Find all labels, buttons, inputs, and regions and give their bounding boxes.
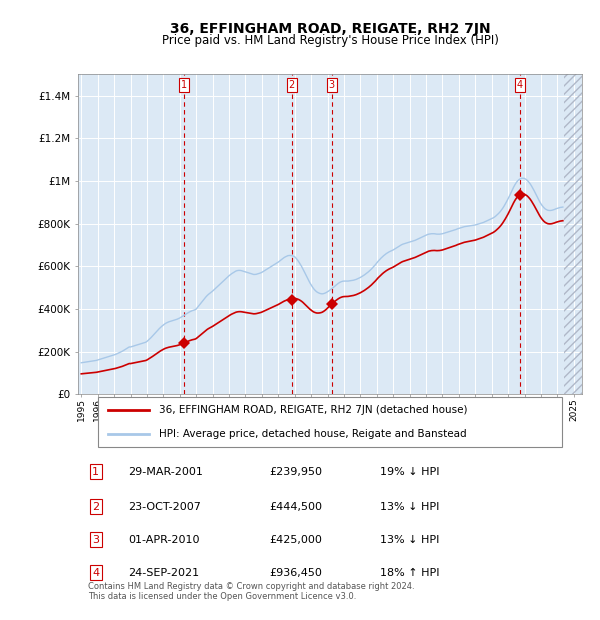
Text: 3: 3 <box>329 80 335 90</box>
Bar <box>564 74 589 394</box>
Text: 4: 4 <box>517 80 523 90</box>
Text: 29-MAR-2001: 29-MAR-2001 <box>128 467 203 477</box>
Text: 36, EFFINGHAM ROAD, REIGATE, RH2 7JN: 36, EFFINGHAM ROAD, REIGATE, RH2 7JN <box>170 22 490 36</box>
Text: 01-APR-2010: 01-APR-2010 <box>128 534 200 545</box>
Text: Contains HM Land Registry data © Crown copyright and database right 2024.
This d: Contains HM Land Registry data © Crown c… <box>88 582 415 601</box>
Text: HPI: Average price, detached house, Reigate and Banstead: HPI: Average price, detached house, Reig… <box>158 429 466 439</box>
Text: £936,450: £936,450 <box>269 568 322 578</box>
Text: 36, EFFINGHAM ROAD, REIGATE, RH2 7JN (detached house): 36, EFFINGHAM ROAD, REIGATE, RH2 7JN (de… <box>158 405 467 415</box>
Text: £239,950: £239,950 <box>269 467 323 477</box>
Text: 4: 4 <box>92 568 99 578</box>
Text: £444,500: £444,500 <box>269 502 323 512</box>
Text: 1: 1 <box>181 80 187 90</box>
Text: 19% ↓ HPI: 19% ↓ HPI <box>380 467 440 477</box>
Text: £425,000: £425,000 <box>269 534 322 545</box>
Text: 2: 2 <box>289 80 295 90</box>
Text: 18% ↑ HPI: 18% ↑ HPI <box>380 568 440 578</box>
Text: 3: 3 <box>92 534 99 545</box>
Text: 1: 1 <box>92 467 99 477</box>
Text: 13% ↓ HPI: 13% ↓ HPI <box>380 502 440 512</box>
FancyBboxPatch shape <box>98 397 562 447</box>
Text: 2: 2 <box>92 502 99 512</box>
Text: 13% ↓ HPI: 13% ↓ HPI <box>380 534 440 545</box>
Text: 23-OCT-2007: 23-OCT-2007 <box>128 502 201 512</box>
Text: 24-SEP-2021: 24-SEP-2021 <box>128 568 200 578</box>
Text: Price paid vs. HM Land Registry's House Price Index (HPI): Price paid vs. HM Land Registry's House … <box>161 34 499 47</box>
